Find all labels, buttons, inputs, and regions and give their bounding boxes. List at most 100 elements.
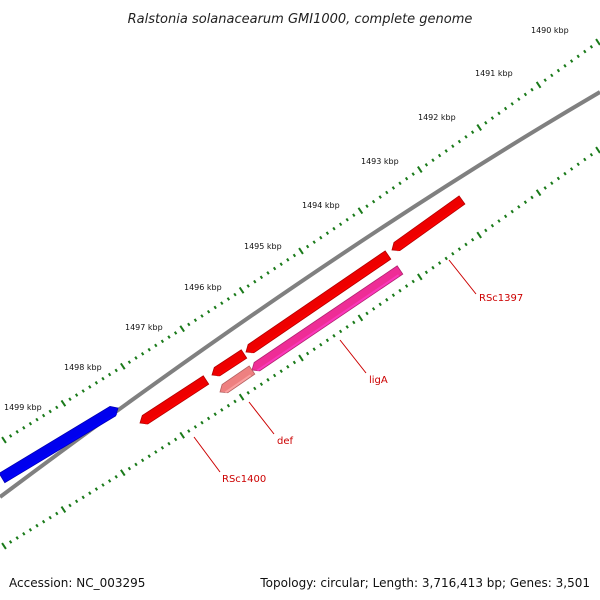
minor-tick	[503, 106, 508, 111]
minor-tick	[556, 68, 561, 73]
major-tick	[417, 273, 423, 281]
minor-tick	[41, 413, 46, 418]
minor-tick	[220, 301, 224, 306]
gene-label[interactable]: def	[277, 436, 294, 447]
minor-tick	[385, 297, 389, 302]
gene-small-highlight	[216, 358, 244, 377]
minor-tick	[292, 253, 297, 258]
label-leaders	[193, 259, 477, 473]
gene-small[interactable]	[211, 349, 248, 377]
major-tick	[238, 286, 245, 294]
minor-tick	[365, 311, 369, 316]
minor-tick	[266, 271, 270, 275]
gene-label[interactable]: RSc1397	[479, 293, 523, 304]
minor-tick	[510, 209, 514, 214]
minor-tick	[490, 116, 495, 120]
minor-tick	[187, 429, 191, 433]
minor-tick	[470, 237, 475, 242]
minor-tick	[470, 130, 475, 134]
scale-label: 1498 kbp	[64, 363, 102, 372]
gene-rsc1397-part-highlight	[250, 259, 388, 354]
minor-tick	[371, 307, 376, 311]
minor-tick	[457, 139, 462, 144]
gene-forward-highlight	[6, 412, 118, 481]
minor-tick	[15, 430, 19, 434]
minor-tick	[279, 262, 283, 267]
major-tick	[120, 469, 126, 477]
minor-tick	[292, 360, 297, 365]
scale-label: 1499 kbp	[4, 403, 42, 412]
major-tick	[60, 506, 67, 513]
gene-label[interactable]: RSc1400	[222, 474, 266, 485]
major-tick	[120, 362, 126, 370]
label-leader-line	[448, 259, 477, 295]
gene-rsc1397-part-body	[245, 250, 392, 354]
minor-tick	[213, 305, 217, 310]
minor-tick	[431, 265, 435, 270]
minor-tick	[286, 258, 290, 262]
major-tick	[298, 247, 304, 255]
minor-tick	[319, 342, 323, 347]
minor-tick	[332, 334, 336, 338]
major-tick	[595, 146, 600, 154]
minor-tick	[464, 135, 468, 139]
minor-tick	[576, 162, 580, 167]
gene-rsc1397-highlight	[396, 204, 462, 252]
inner-scale-ticks	[1, 146, 600, 550]
minor-tick	[444, 256, 448, 261]
minor-tick	[259, 382, 264, 386]
minor-tick	[437, 261, 442, 265]
major-tick	[476, 231, 482, 239]
minor-tick	[523, 92, 528, 97]
minor-tick	[154, 450, 158, 454]
major-tick	[1, 436, 7, 444]
minor-tick	[28, 421, 33, 426]
gene-rsc1397[interactable]	[391, 195, 466, 252]
minor-tick	[200, 314, 204, 318]
minor-tick	[312, 240, 316, 244]
gene-rsc1400[interactable]	[139, 375, 210, 425]
gene-def-highlight	[224, 374, 252, 394]
minor-tick	[576, 54, 580, 59]
minor-tick	[272, 266, 277, 271]
gene-labels: RSc1397 ligA def RSc1400	[222, 293, 523, 485]
minor-tick	[385, 190, 389, 195]
minor-tick	[497, 111, 501, 116]
minor-tick	[312, 347, 316, 351]
gene-def[interactable]	[219, 365, 256, 394]
minor-tick	[22, 532, 26, 536]
minor-tick	[352, 320, 356, 325]
gene-forward[interactable]	[0, 405, 119, 484]
minor-tick	[114, 474, 118, 479]
minor-tick	[8, 434, 13, 438]
gene-rsc1397-part[interactable]	[245, 250, 392, 354]
minor-tick	[8, 540, 13, 544]
minor-tick	[259, 275, 264, 280]
minor-tick	[378, 195, 382, 199]
minor-tick	[15, 536, 19, 540]
minor-tick	[101, 376, 105, 381]
minor-tick	[398, 288, 402, 293]
minor-tick	[530, 87, 534, 92]
minor-tick	[484, 120, 488, 125]
minor-tick	[305, 351, 310, 356]
gene-liga[interactable]	[251, 265, 404, 372]
minor-tick	[484, 228, 488, 233]
minor-tick	[220, 408, 224, 412]
minor-tick	[517, 205, 521, 209]
minor-tick	[28, 527, 33, 532]
scale-label: 1492 kbp	[418, 113, 456, 122]
gene-label[interactable]: ligA	[369, 375, 388, 386]
major-tick	[535, 81, 542, 89]
minor-tick	[187, 322, 191, 327]
minor-tick	[134, 462, 138, 467]
minor-tick	[253, 386, 257, 391]
minor-tick	[451, 251, 455, 256]
minor-tick	[325, 231, 330, 236]
minor-tick	[134, 356, 138, 360]
minor-tick	[517, 97, 521, 101]
minor-tick	[213, 412, 217, 416]
minor-tick	[22, 425, 26, 430]
minor-tick	[127, 466, 132, 471]
minor-tick	[589, 152, 594, 157]
